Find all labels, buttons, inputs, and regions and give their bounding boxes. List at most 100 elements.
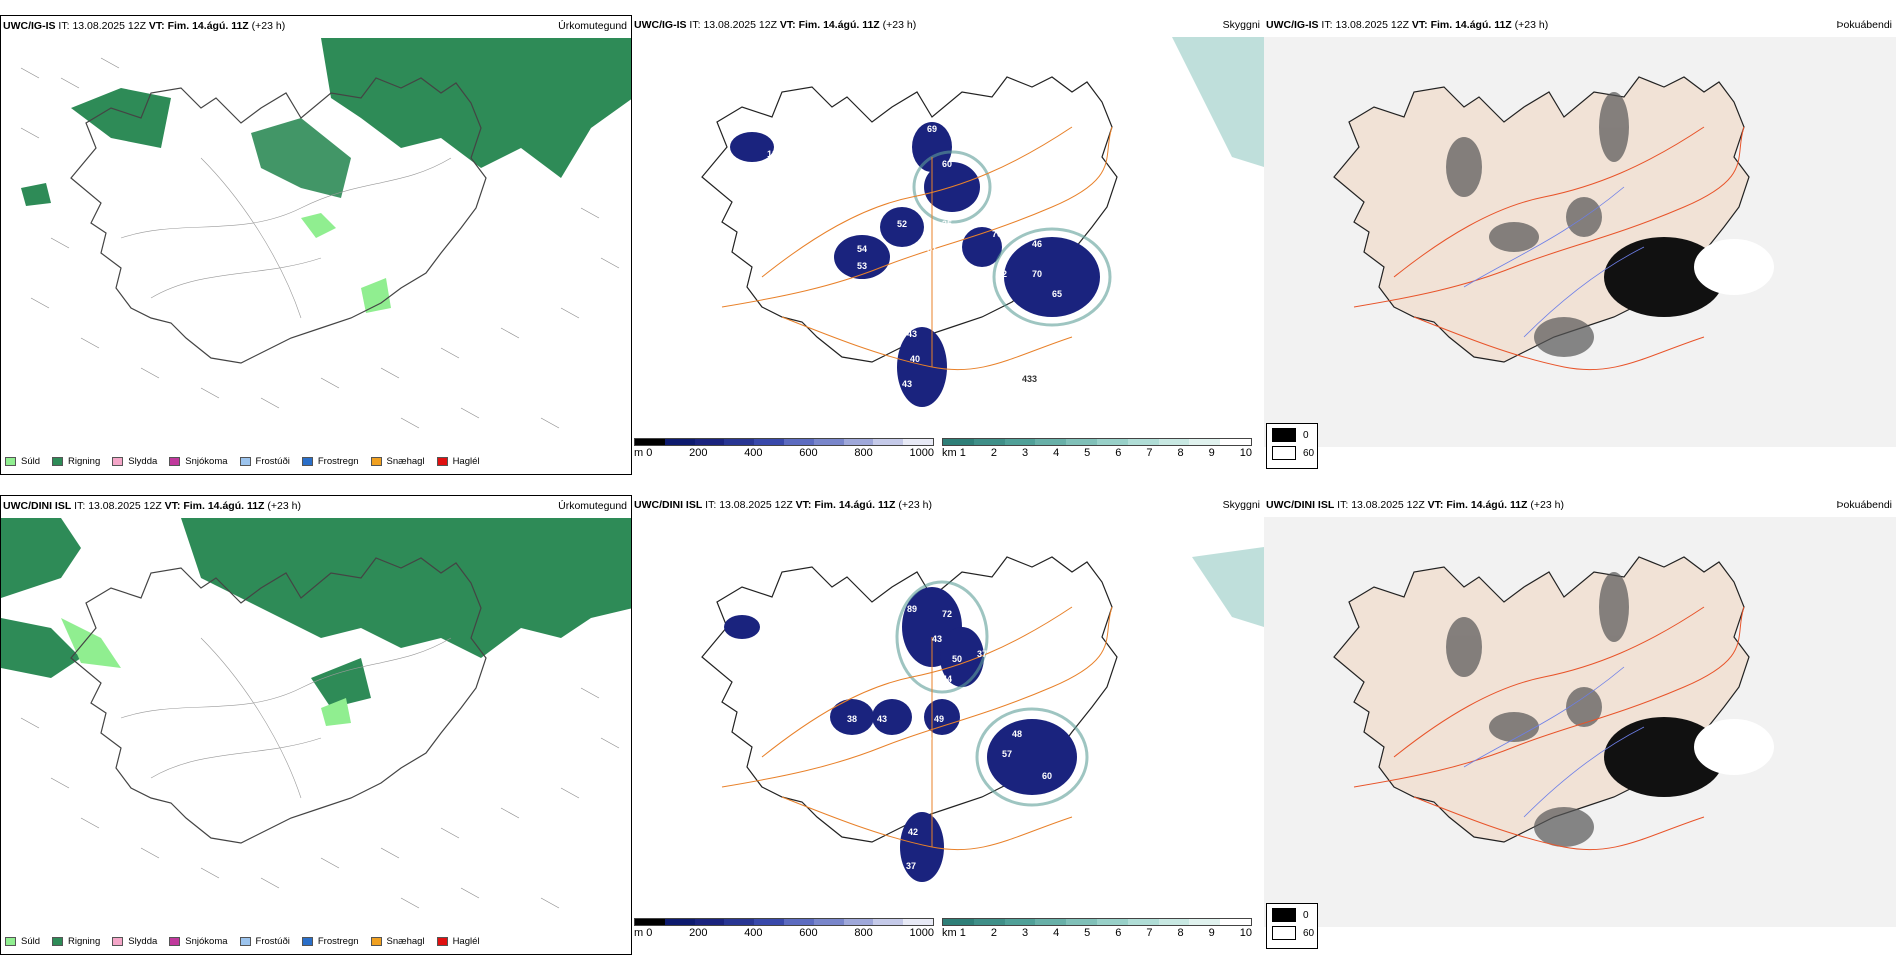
visibility-label: 37 bbox=[977, 649, 987, 659]
visibility-ticks: km 1 2 3 4 5 6 7 8 9 10 bbox=[942, 927, 1252, 939]
model-name: UWC/DINI ISL bbox=[3, 500, 72, 512]
visibility-map: 10 89 72 43 50 37 44 38 43 49 69 10 48 5… bbox=[701, 547, 1264, 882]
it-label: IT: bbox=[689, 19, 701, 31]
visibility-label: 43 bbox=[907, 329, 917, 339]
legend-item: Frostúði bbox=[239, 936, 290, 947]
fog-swatch-black bbox=[1272, 908, 1296, 922]
precip-legend: Súld Rigning Slydda Snjókoma Frostúði Fr… bbox=[5, 934, 492, 948]
visibility-label: 89 bbox=[907, 604, 917, 614]
legend-swatch bbox=[436, 936, 448, 946]
vt-value: Fim. 14.ágú. 11Z bbox=[183, 500, 265, 512]
visibility-label: 69 bbox=[922, 734, 932, 744]
visibility-label: 57 bbox=[1002, 749, 1012, 759]
visibility-label: 60 bbox=[942, 159, 952, 169]
panel-header: UWC/IG-IS IT: 13.08.2025 12Z VT: Fim. 14… bbox=[1266, 17, 1892, 33]
legend-swatch bbox=[5, 936, 16, 946]
scale-unit: km bbox=[942, 927, 957, 939]
legend-item: Slydda bbox=[112, 456, 157, 467]
it-value: 13.08.2025 12Z bbox=[72, 20, 146, 32]
legend-item: Haglél bbox=[436, 936, 480, 947]
vt-value: Fim. 14.ágú. 11Z bbox=[167, 20, 249, 32]
fog-panel-row1: UWC/IG-IS IT: 13.08.2025 12Z VT: Fim. 14… bbox=[1264, 15, 1896, 475]
visibility-label: 12 bbox=[1087, 104, 1097, 114]
panel-header: UWC/DINI ISL IT: 13.08.2025 12Z VT: Fim.… bbox=[3, 498, 627, 514]
visibility-label: 313 bbox=[1062, 74, 1077, 84]
visibility-label: 42 bbox=[908, 827, 918, 837]
legend-swatch bbox=[112, 936, 124, 946]
model-name: UWC/IG-IS bbox=[3, 20, 56, 32]
legend-swatch bbox=[301, 936, 313, 946]
fog-panel-row2: UWC/DINI ISL IT: 13.08.2025 12Z VT: Fim.… bbox=[1264, 495, 1896, 955]
fog-map bbox=[1264, 37, 1896, 447]
fog-legend: 0 60 bbox=[1266, 903, 1318, 949]
fog-legend-row: 0 bbox=[1272, 428, 1317, 442]
vt-value: Fim. 14.ágú. 11Z bbox=[1430, 19, 1512, 31]
legend-item: Súld bbox=[5, 936, 40, 947]
panel-header: UWC/DINI ISL IT: 13.08.2025 12Z VT: Fim.… bbox=[634, 497, 1260, 513]
it-value: 13.08.2025 12Z bbox=[88, 500, 162, 512]
visibility-label: 38 bbox=[847, 714, 857, 724]
lead-time: (+23 h) bbox=[1514, 19, 1549, 31]
vt-value: Fim. 14.ágú. 11Z bbox=[1446, 499, 1528, 511]
cloud-base-scale: m 0 200 400 600 800 1000 bbox=[634, 438, 934, 459]
visibility-label: 70 bbox=[1032, 269, 1042, 279]
visibility-panel-row1: UWC/IG-IS IT: 13.08.2025 12Z VT: Fim. 14… bbox=[632, 15, 1264, 475]
legend-item: Slydda bbox=[112, 936, 157, 947]
cloud-base-ticks: m 0 200 400 600 800 1000 bbox=[634, 447, 934, 459]
panel-title: Úrkomutegund bbox=[558, 500, 627, 512]
visibility-label: 72 bbox=[942, 609, 952, 619]
visibility-map: 125 313 12 69 60 10 52 54 35 51 53 70 46… bbox=[701, 37, 1264, 407]
fog-legend-row: 60 bbox=[1272, 926, 1317, 940]
vt-label: VT: bbox=[795, 499, 812, 511]
vt-value: Fim. 14.ágú. 11Z bbox=[814, 499, 896, 511]
it-label: IT: bbox=[1337, 499, 1349, 511]
vt-label: VT: bbox=[164, 500, 181, 512]
fog-map bbox=[1264, 517, 1896, 927]
visibility-label: 60 bbox=[1042, 771, 1052, 781]
vt-label: VT: bbox=[779, 19, 796, 31]
legend-swatch bbox=[169, 456, 181, 466]
model-name: UWC/IG-IS bbox=[1266, 19, 1319, 31]
visibility-label: 125 bbox=[767, 149, 782, 159]
legend-swatch bbox=[370, 936, 382, 946]
fog-swatch-white bbox=[1272, 926, 1296, 940]
visibility-label: 50 bbox=[952, 654, 962, 664]
visibility-label: 10 bbox=[902, 154, 912, 164]
legend-item: Snjókoma bbox=[169, 936, 228, 947]
visibility-label: 10 bbox=[1082, 599, 1092, 609]
visibility-label: 70 bbox=[992, 229, 1002, 239]
visibility-label: 35 bbox=[942, 219, 952, 229]
visibility-labels: 10 89 72 43 50 37 44 38 43 49 69 10 48 5… bbox=[847, 599, 1092, 871]
visibility-label: 44 bbox=[942, 674, 952, 684]
legend-swatch bbox=[370, 456, 382, 466]
panel-title: Þokuábendi bbox=[1836, 499, 1892, 511]
panel-title: Úrkomutegund bbox=[558, 20, 627, 32]
legend-swatch bbox=[52, 936, 64, 946]
legend-swatch bbox=[436, 456, 448, 466]
visibility-label: 43 bbox=[877, 714, 887, 724]
vt-value: Fim. 14.ágú. 11Z bbox=[798, 19, 880, 31]
precip-panel-row1: UWC/IG-IS IT: 13.08.2025 12Z VT: Fim. 14… bbox=[0, 15, 632, 475]
it-value: 13.08.2025 12Z bbox=[703, 19, 777, 31]
visibility-scale: km 1 2 3 4 5 6 7 8 9 10 bbox=[942, 438, 1252, 459]
vt-label: VT: bbox=[1427, 499, 1444, 511]
cloud-base-colorbar bbox=[634, 438, 934, 446]
legend-swatch bbox=[5, 456, 16, 466]
visibility-label: 54 bbox=[857, 244, 867, 254]
precip-map bbox=[20, 38, 631, 429]
visibility-label: 51 bbox=[927, 244, 937, 254]
legend-item: Frostregn bbox=[301, 936, 359, 947]
fog-swatch-black bbox=[1272, 428, 1296, 442]
precip-panel-row2: UWC/DINI ISL IT: 13.08.2025 12Z VT: Fim.… bbox=[0, 495, 632, 955]
panel-title: Skyggni bbox=[1222, 19, 1260, 31]
model-name: UWC/IG-IS bbox=[634, 19, 687, 31]
visibility-colorbar bbox=[942, 918, 1252, 926]
legend-item: Rigning bbox=[52, 456, 100, 467]
legend-item: Haglél bbox=[436, 456, 480, 467]
model-name: UWC/DINI ISL bbox=[634, 499, 703, 511]
lead-time: (+23 h) bbox=[882, 19, 917, 31]
visibility-labels: 125 313 12 69 60 10 52 54 35 51 53 70 46… bbox=[767, 74, 1097, 389]
lead-time: (+23 h) bbox=[251, 20, 286, 32]
visibility-label: 42 bbox=[997, 269, 1007, 279]
it-value: 13.08.2025 12Z bbox=[1351, 499, 1425, 511]
